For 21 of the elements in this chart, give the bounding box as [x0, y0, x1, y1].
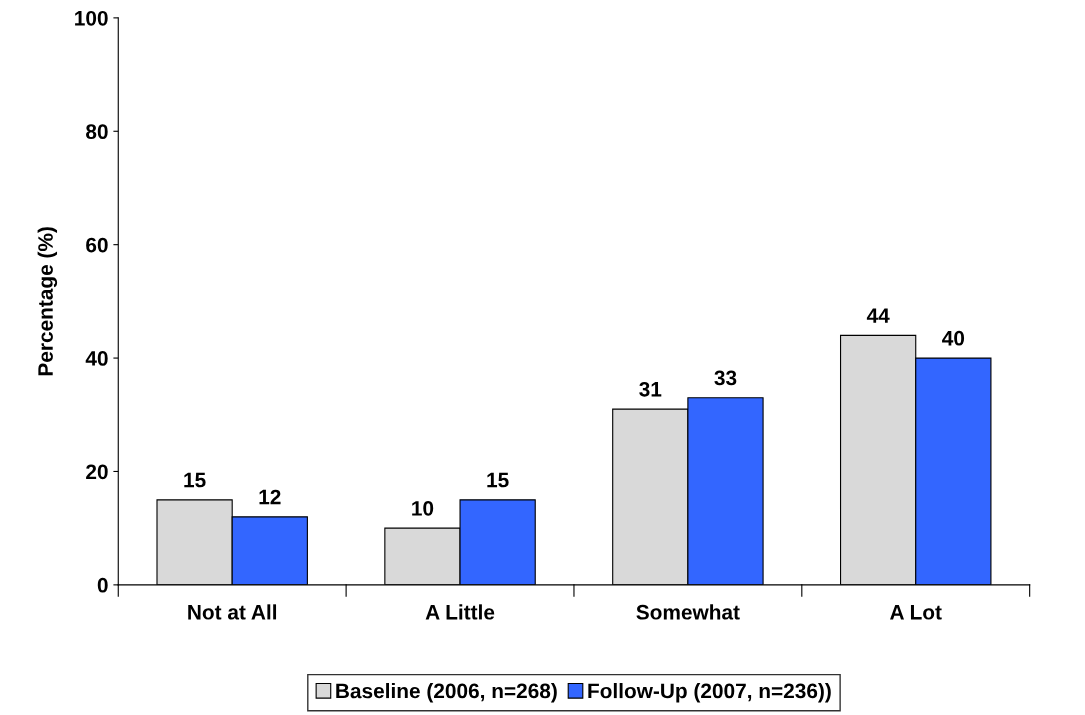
data-label: 15	[184, 472, 206, 488]
y-tick-label: 40	[85, 351, 108, 366]
x-tick-label: A Little	[425, 604, 495, 620]
data-label: 15	[487, 472, 509, 488]
y-tick-label: 60	[86, 237, 108, 253]
data-label: 31	[639, 381, 662, 397]
data-label: 10	[412, 500, 434, 516]
y-tick-label: 0	[97, 577, 108, 593]
x-tick-label: Not at All	[188, 604, 277, 620]
legend-label: Baseline (2006, n=268)	[336, 683, 557, 703]
data-label: 44	[866, 308, 890, 323]
y-tick-label: 20	[86, 464, 108, 480]
x-tick-label: A Lot	[890, 605, 942, 620]
y-tick-label: 80	[86, 124, 108, 140]
y-tick-label: 100	[75, 10, 108, 26]
data-label: 33	[714, 370, 737, 386]
x-tick-label: Somewhat	[636, 604, 740, 620]
legend-label: Follow-Up (2007, n=236))	[588, 683, 831, 703]
y-axis-title: Percentage (%)	[37, 227, 58, 376]
data-label: 40	[942, 330, 965, 346]
data-label: 12	[259, 489, 281, 505]
